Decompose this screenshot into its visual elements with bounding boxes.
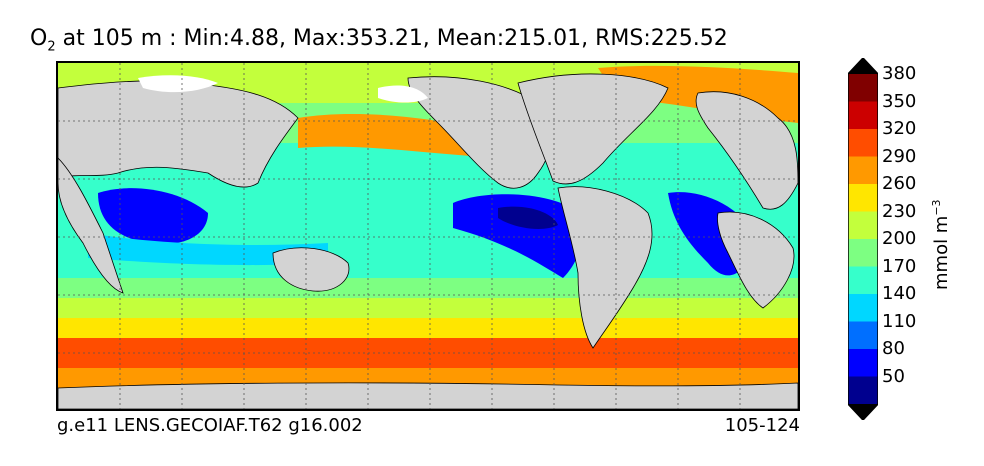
colorbar-level-4: [848, 266, 878, 294]
colorbar-graphic: [847, 56, 879, 422]
land-africa-east-edge: [58, 157, 124, 294]
ocean-band-south-3: [58, 318, 798, 338]
lowest-oxygen-core-east-pacific: [498, 206, 558, 229]
land-north-america-east: [517, 73, 669, 185]
colorbar-level-5: [848, 239, 878, 267]
low-oxygen-zone-indian-ocean: [98, 188, 208, 245]
title-variable-subscript: 2: [47, 39, 56, 55]
land-antarctica: [58, 382, 798, 409]
colorbar-tick-80: 80: [882, 338, 905, 359]
colorbar-tick-140: 140: [882, 283, 917, 304]
colorbar-level-11: [848, 74, 878, 102]
colorbar-over-arrow: [848, 58, 878, 74]
colorbar-level-1: [848, 349, 878, 377]
colorbar-tick-230: 230: [882, 200, 917, 222]
title-stats: at 105 m : Min:4.88, Max:353.21, Mean:21…: [55, 26, 728, 51]
colorbar: [847, 56, 879, 422]
colorbar-tick-260: 260: [882, 173, 917, 194]
ocean-oxygen-map: [56, 61, 800, 411]
unit-exponent: −3: [930, 199, 943, 216]
land-australia: [272, 247, 350, 292]
colorbar-tick-110: 110: [882, 310, 917, 332]
colorbar-tick-170: 170: [882, 255, 917, 277]
colorbar-level-6: [848, 211, 878, 239]
land-europe-africa-north: [695, 91, 798, 210]
colorbar-tick-320: 320: [882, 118, 917, 139]
colorbar-tick-290: 290: [882, 145, 917, 167]
graticule: [58, 63, 798, 409]
land-north-america-west: [407, 76, 552, 189]
sea-ice-arctic-2: [378, 85, 428, 103]
land-africa-south: [717, 211, 795, 309]
colorbar-level-0: [848, 376, 878, 404]
low-oxygen-zone-east-pacific: [453, 194, 583, 278]
colorbar-level-2: [848, 321, 878, 349]
colorbar-level-3: [848, 294, 878, 322]
map-title: O2 at 105 m : Min:4.88, Max:353.21, Mean…: [30, 26, 728, 54]
land-south-america: [557, 186, 653, 349]
colorbar-level-7: [848, 184, 878, 212]
colorbar-tick-50: 50: [882, 365, 905, 387]
title-variable: O: [30, 26, 48, 51]
unit-text: mmol m: [931, 215, 952, 290]
ocean-band-south-2: [58, 298, 798, 318]
colorbar-level-8: [848, 156, 878, 184]
colorbar-unit-label: mmol m−3: [930, 199, 952, 290]
colorbar-level-10: [848, 101, 878, 129]
colorbar-level-9: [848, 129, 878, 157]
sea-ice-arctic-1: [138, 75, 218, 93]
colorbar-tick-200: 200: [882, 228, 917, 249]
ocean-band-tropical-south: [88, 233, 328, 266]
colorbar-tick-380: 380: [882, 63, 917, 84]
colorbar-tick-350: 350: [882, 90, 917, 112]
run-label: g.e11 LENS.GECOIAF.T62 g16.002: [57, 415, 363, 436]
year-range-label: 105-124: [724, 415, 800, 436]
colorbar-under-arrow: [848, 404, 878, 420]
